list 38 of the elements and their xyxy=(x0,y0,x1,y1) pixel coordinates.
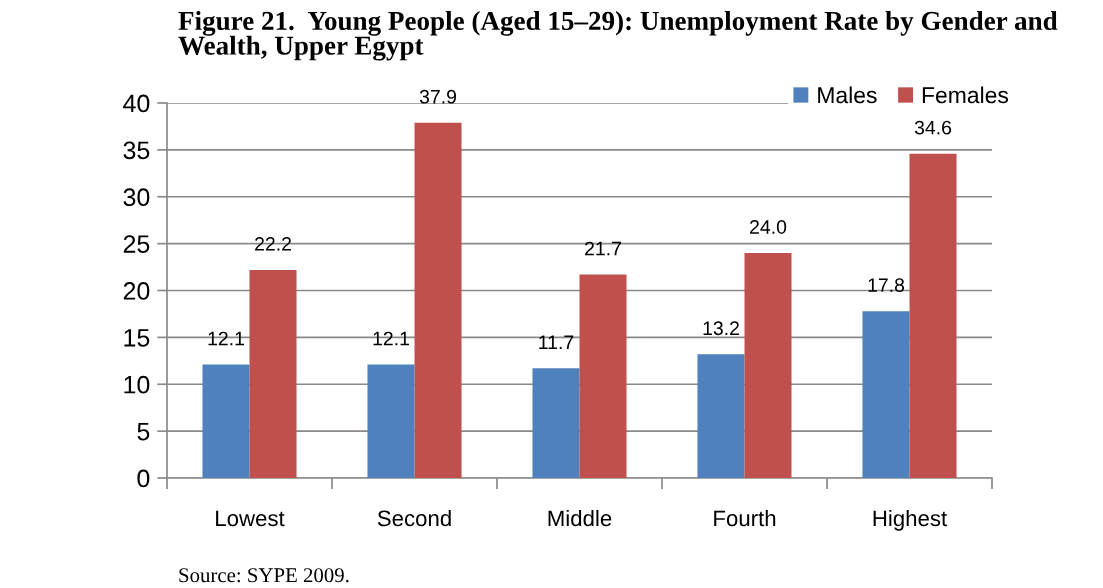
y-tick-label: 10 xyxy=(124,375,150,394)
bar xyxy=(697,354,745,478)
bar xyxy=(414,122,462,478)
y-tick-label: 35 xyxy=(123,141,150,160)
y-tick-label: 20 xyxy=(123,282,150,300)
y-tick-label: 30 xyxy=(123,188,150,207)
data-label: 24.0 xyxy=(750,220,787,234)
legend-label: Males xyxy=(818,86,877,104)
bar xyxy=(862,311,910,478)
data-label: 11.7 xyxy=(539,335,574,349)
data-label: 22.2 xyxy=(255,236,291,251)
y-tick-label: 0 xyxy=(137,469,150,488)
data-label: 12.1 xyxy=(373,331,409,346)
bar xyxy=(367,364,415,478)
data-label: 17.8 xyxy=(868,278,905,292)
x-tick-label: Fourth xyxy=(714,509,776,527)
data-label: 21.7 xyxy=(585,241,621,256)
bar xyxy=(249,269,297,478)
data-label: 34.6 xyxy=(914,120,952,135)
bar xyxy=(202,364,250,478)
bar xyxy=(579,274,627,478)
bar xyxy=(909,153,957,478)
y-tick-label: 25 xyxy=(123,235,150,253)
x-tick-label: Second xyxy=(377,509,451,527)
y-tick-label: 5 xyxy=(137,422,150,441)
x-tick-label: Middle xyxy=(548,509,612,527)
data-label: 37.9 xyxy=(419,89,457,104)
bar xyxy=(744,253,792,478)
x-tick-label: Lowest xyxy=(216,510,285,527)
y-tick-label: 40 xyxy=(123,94,150,113)
data-label: 12.1 xyxy=(208,331,244,346)
data-label: 13.2 xyxy=(703,321,739,336)
legend-label: Females xyxy=(922,86,1009,104)
source-note: Source: SYPE 2009. xyxy=(179,568,349,583)
x-tick-label: Highest xyxy=(873,509,948,531)
bar xyxy=(532,368,580,478)
chart-title: Figure 21. Young People (Aged 15–29): Unemployment Rate by Gender and Wealth, Upper Egypt xyxy=(178,11,1058,61)
y-tick-label: 15 xyxy=(124,329,150,347)
